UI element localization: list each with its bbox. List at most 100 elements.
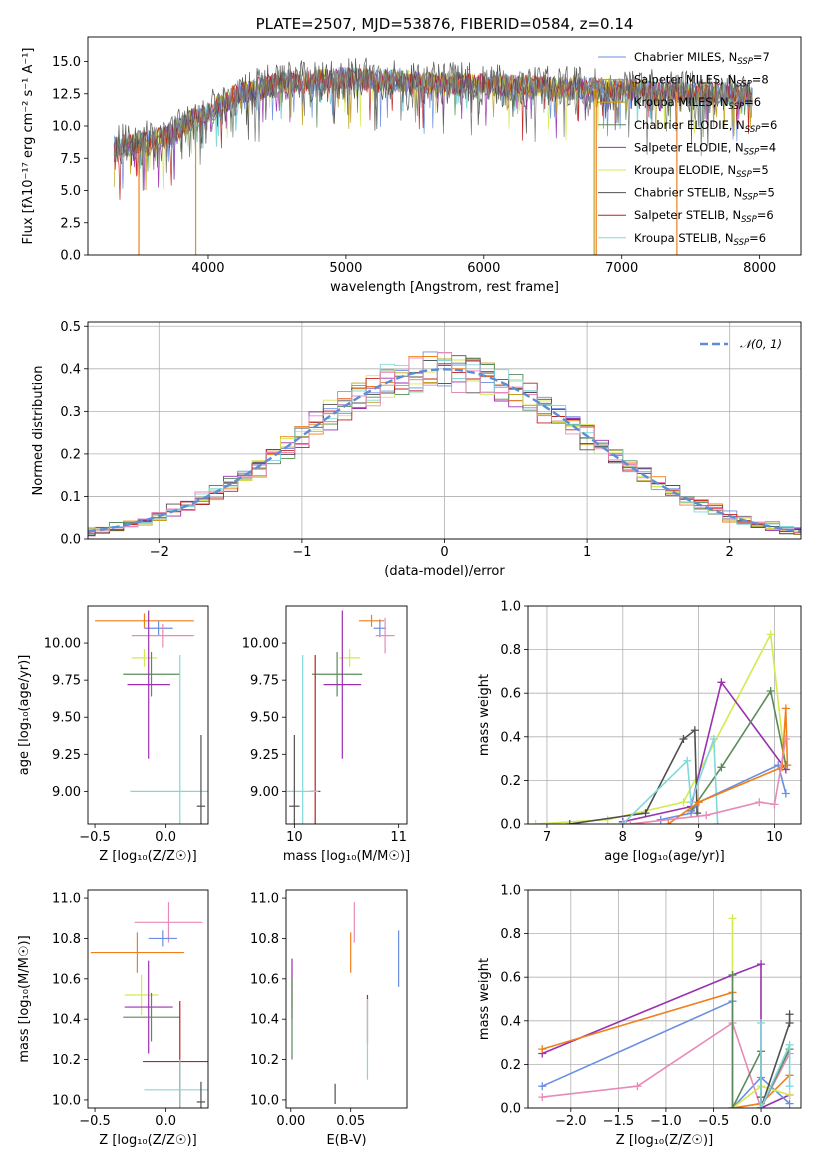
y-tick-label: 10.0 — [52, 1093, 81, 1108]
axes-frame — [285, 605, 408, 825]
legend-label: Chabrier STELIB, NSSP=5 — [634, 186, 775, 203]
weight-marker — [679, 798, 688, 807]
x-tick-label: 5000 — [329, 261, 362, 276]
weight-line-salpeter_miles — [667, 708, 789, 824]
y-tick-label: 0.2 — [60, 447, 81, 462]
y-tick-label: 0.1 — [60, 490, 81, 505]
y-tick-label: 0.8 — [500, 927, 521, 942]
x-tick-label: −0.5 — [79, 1114, 111, 1129]
x-tick-label: −1.5 — [603, 1114, 635, 1129]
x-tick-label: 10 — [766, 830, 783, 845]
y-tick-label: 0.2 — [500, 774, 521, 789]
weight-marker — [694, 798, 703, 807]
y-tick-label: 10.6 — [52, 972, 81, 987]
y-tick-label: 15.0 — [52, 55, 81, 70]
y-tick-label: 0.5 — [60, 320, 81, 335]
weight-marker — [538, 1082, 547, 1091]
weight-marker — [618, 820, 627, 824]
x-tick-label: 1 — [583, 545, 591, 560]
x-tick-label: −2 — [150, 545, 169, 560]
x-axis-label: age [log₁₀(age/yr)] — [604, 849, 725, 864]
weight-marker — [538, 1045, 547, 1054]
y-tick-label: 7.5 — [60, 152, 81, 167]
error-bar — [131, 623, 194, 648]
axes-z_mass: −0.5 0.0 10.0 10.2 10.4 10.6 10.8 11.0 Z [log₁₀(… — [17, 889, 209, 1148]
x-tick-label: 4000 — [191, 261, 224, 276]
weight-marker — [713, 820, 722, 824]
weight-marker — [781, 704, 790, 713]
x-tick-label: −1 — [292, 545, 311, 560]
x-tick-label: 2 — [726, 545, 734, 560]
y-tick-label: 10.4 — [52, 1013, 81, 1028]
weight-line-chabrier_elodie — [690, 688, 787, 812]
axes-frame — [87, 889, 209, 1109]
plot-area-residuals — [88, 351, 801, 537]
error-bar — [127, 610, 170, 759]
weight-marker — [690, 726, 699, 735]
weight-marker — [757, 1104, 766, 1108]
weight-marker — [785, 1082, 794, 1091]
x-tick-label: 8000 — [743, 261, 776, 276]
chart-title: PLATE=2507, MJD=53876, FIBERID=0584, z=0… — [256, 15, 634, 33]
y-tick-label: 10.2 — [52, 1053, 81, 1068]
y-tick-label: 10.00 — [44, 637, 81, 652]
axes-frame — [527, 605, 802, 825]
error-bar — [130, 654, 208, 824]
y-tick-label: 0.4 — [60, 362, 81, 377]
y-axis-label: Normed distribution — [31, 366, 46, 496]
error-bar — [196, 1081, 206, 1108]
error-bar — [375, 617, 395, 654]
x-tick-label: 0.05 — [336, 1114, 365, 1129]
y-tick-label: 10.0 — [52, 120, 81, 135]
axes-frame — [87, 605, 209, 825]
y-tick-label: 0.2 — [500, 1058, 521, 1073]
x-tick-label: 10 — [286, 830, 303, 845]
weight-marker — [664, 820, 673, 824]
weight-marker — [538, 1093, 547, 1102]
axes-residuals: −2 −1 0 1 2 0.0 0.1 0.2 0.3 0.4 0.5 (data-model)/er… — [31, 320, 802, 579]
axes-frame — [87, 321, 802, 540]
y-tick-label: 9.25 — [250, 748, 279, 763]
y-axis-label: mass weight — [477, 958, 492, 1040]
error-bar — [373, 619, 387, 638]
weight-marker — [728, 971, 737, 980]
legend-label: 𝒩(0, 1) — [740, 337, 782, 351]
legend-label: Salpeter ELODIE, NSSP=4 — [634, 140, 776, 157]
weight-marker — [683, 756, 692, 765]
weight-marker — [717, 678, 726, 687]
x-tick-label: 9 — [694, 830, 702, 845]
weight-marker — [709, 734, 718, 743]
y-axis-label: mass weight — [477, 674, 492, 756]
observed-spectrum — [113, 63, 753, 192]
legend-label: Kroupa ELODIE, NSSP=5 — [634, 163, 769, 180]
x-axis-label: mass [log₁₀(M/M☉)] — [283, 849, 410, 864]
weight-marker — [687, 798, 696, 807]
histogram-kroupa_stelib — [88, 360, 801, 533]
plot-area-z_mass — [90, 902, 208, 1108]
weight-marker — [785, 1090, 794, 1099]
y-tick-label: 9.50 — [250, 711, 279, 726]
legend-label: Kroupa MILES, NSSP=6 — [634, 95, 761, 112]
weight-marker — [633, 1082, 642, 1091]
y-tick-label: 11.0 — [52, 892, 81, 907]
y-tick-label: 9.75 — [52, 674, 81, 689]
y-axis-label: mass [log₁₀(M/M☉)] — [17, 935, 32, 1062]
x-tick-label: −2.0 — [555, 1114, 587, 1129]
y-axis-label: Flux [fλ10⁻¹⁷ erg cm⁻² s⁻¹ A⁻¹] — [21, 48, 36, 245]
x-tick-label: 6000 — [467, 261, 500, 276]
weight-marker — [702, 811, 711, 820]
error-bar — [123, 651, 180, 697]
weight-marker — [728, 1104, 737, 1108]
y-tick-label: 0.0 — [60, 533, 81, 548]
x-tick-label: 0.00 — [276, 1114, 305, 1129]
weight-marker — [785, 1040, 794, 1049]
weight-marker — [687, 809, 696, 818]
axes-ebv_mass: 0.00 0.05 10.0 10.2 10.4 10.6 10.8 11.0 E(B-V) — [250, 889, 408, 1148]
error-bar — [312, 651, 363, 697]
legend-label: Chabrier MILES, NSSP=7 — [634, 50, 770, 67]
y-tick-label: 10.8 — [52, 932, 81, 947]
error-bar — [123, 992, 180, 1042]
y-tick-label: 0.3 — [60, 405, 81, 420]
weight-marker — [766, 630, 775, 639]
